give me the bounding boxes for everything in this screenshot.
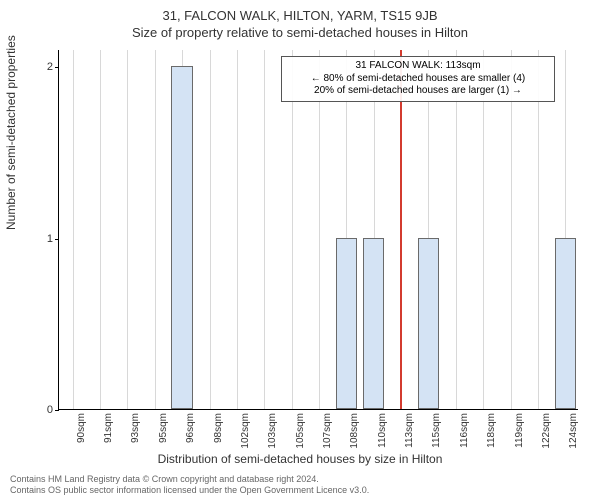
bar	[363, 238, 384, 409]
chart-container: 31, FALCON WALK, HILTON, YARM, TS15 9JB …	[0, 0, 600, 500]
plot-area: 01290sqm91sqm93sqm95sqm96sqm98sqm102sqm1…	[58, 50, 578, 410]
annotation-line-3: 20% of semi-detached houses are larger (…	[287, 85, 549, 98]
x-tick-label: 95sqm	[158, 413, 169, 443]
grid-line	[100, 50, 101, 409]
x-tick-label: 118sqm	[486, 413, 497, 448]
y-axis-label: Number of semi-detached properties	[4, 35, 18, 230]
grid-line	[210, 50, 211, 409]
grid-line	[456, 50, 457, 409]
footer-attribution: Contains HM Land Registry data © Crown c…	[10, 474, 369, 496]
x-tick-label: 110sqm	[377, 413, 388, 448]
x-tick-label: 98sqm	[213, 413, 224, 443]
y-tick-mark	[55, 239, 59, 240]
grid-line	[292, 50, 293, 409]
grid-line	[73, 50, 74, 409]
bar	[418, 238, 439, 409]
grid-line	[127, 50, 128, 409]
x-tick-label: 102sqm	[240, 413, 251, 449]
x-tick-label: 91sqm	[103, 413, 114, 443]
annotation-box: 31 FALCON WALK: 113sqm← 80% of semi-deta…	[281, 56, 555, 102]
x-tick-label: 113sqm	[404, 413, 415, 448]
chart-subtitle: Size of property relative to semi-detach…	[0, 23, 600, 40]
grid-line	[538, 50, 539, 409]
property-marker-line	[400, 50, 402, 409]
y-tick-mark	[55, 410, 59, 411]
x-tick-label: 122sqm	[541, 413, 552, 449]
y-tick-mark	[55, 67, 59, 68]
footer-line-2: Contains OS public sector information li…	[10, 485, 369, 496]
grid-line	[483, 50, 484, 409]
chart-address-title: 31, FALCON WALK, HILTON, YARM, TS15 9JB	[0, 0, 600, 23]
bar	[171, 66, 192, 409]
grid-line	[237, 50, 238, 409]
x-tick-label: 115sqm	[431, 413, 442, 448]
grid-line	[155, 50, 156, 409]
bar	[336, 238, 357, 409]
x-tick-label: 124sqm	[568, 413, 579, 449]
grid-line	[264, 50, 265, 409]
x-tick-label: 96sqm	[185, 413, 196, 443]
x-tick-label: 107sqm	[322, 413, 333, 449]
annotation-line-2: ← 80% of semi-detached houses are smalle…	[287, 73, 549, 86]
bar	[555, 238, 576, 409]
x-tick-label: 108sqm	[349, 413, 360, 449]
x-tick-label: 93sqm	[130, 413, 141, 443]
x-tick-label: 116sqm	[459, 413, 470, 448]
x-tick-label: 103sqm	[267, 413, 278, 449]
grid-line	[511, 50, 512, 409]
x-tick-label: 119sqm	[514, 413, 525, 448]
x-axis-label: Distribution of semi-detached houses by …	[0, 452, 600, 466]
annotation-line-1: 31 FALCON WALK: 113sqm	[287, 60, 549, 73]
x-tick-label: 90sqm	[76, 413, 87, 443]
x-tick-label: 105sqm	[295, 413, 306, 449]
grid-line	[319, 50, 320, 409]
footer-line-1: Contains HM Land Registry data © Crown c…	[10, 474, 369, 485]
